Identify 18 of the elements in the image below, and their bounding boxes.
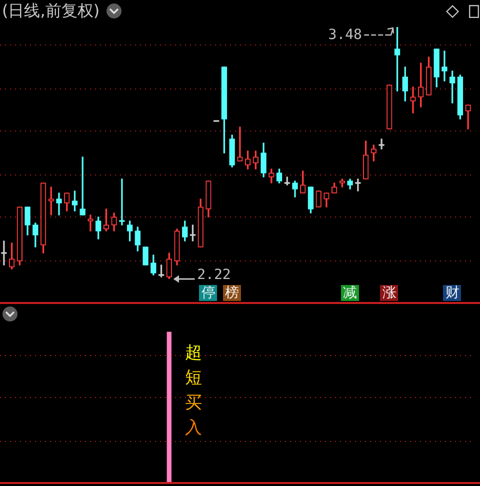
annotation: 超短买入 (185, 343, 202, 438)
chart-title: (日线,前复权) (2, 1, 100, 21)
annotation: 2.22 (197, 267, 231, 283)
candlestick (442, 50, 448, 82)
candlestick (56, 192, 62, 216)
candlestick (119, 178, 125, 226)
candlestick (237, 126, 243, 162)
candlestick (1, 240, 7, 266)
candlestick (378, 138, 384, 150)
badge: 榜 (223, 285, 242, 301)
candlestick (88, 214, 94, 232)
badge: 财 (443, 285, 462, 301)
annotation: 3.48 (328, 27, 362, 43)
badge: 停 (199, 285, 218, 301)
candlestick (355, 178, 361, 192)
candlestick (410, 86, 416, 114)
badge: 减 (341, 285, 360, 301)
badge: 涨 (380, 285, 398, 301)
